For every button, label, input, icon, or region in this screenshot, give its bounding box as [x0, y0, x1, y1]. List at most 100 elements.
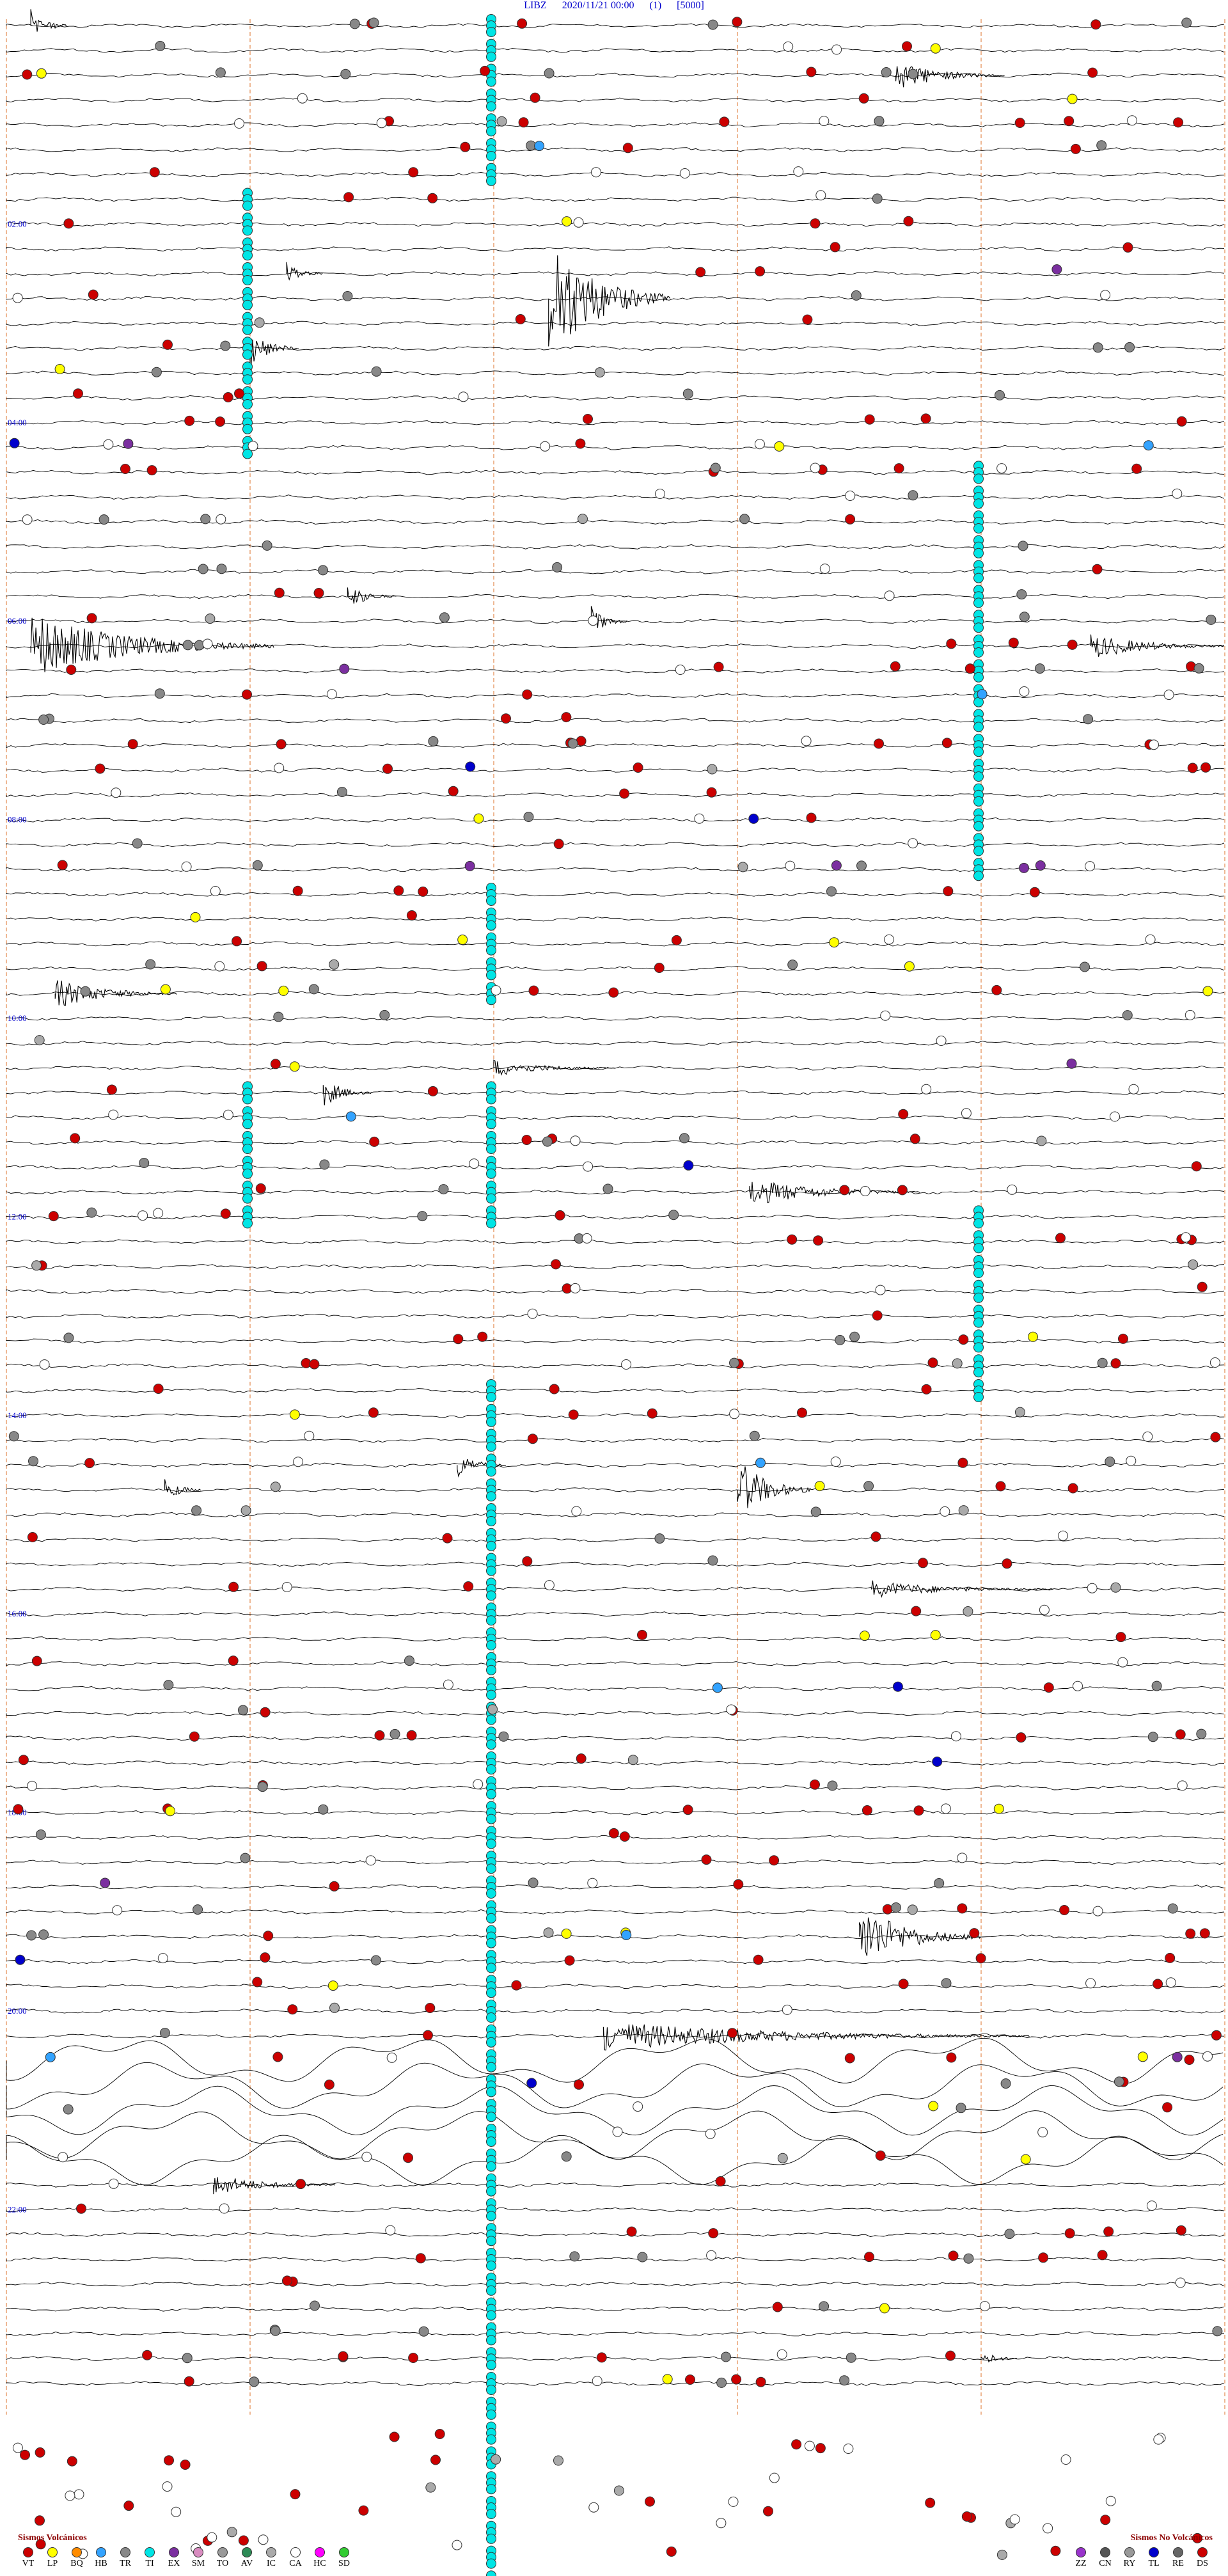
vt-event-marker — [238, 2535, 249, 2546]
tr-event-marker — [934, 1878, 945, 1888]
ex-event-marker — [1035, 860, 1046, 871]
legend-swatch — [47, 2547, 58, 2557]
vt-event-marker — [654, 963, 665, 973]
vt-event-marker — [943, 886, 954, 897]
ca-event-marker — [214, 961, 225, 972]
ti-event-marker — [486, 2570, 496, 2576]
tr-event-marker — [1004, 2229, 1015, 2240]
vt-event-marker — [403, 2153, 413, 2163]
vt-event-marker — [1016, 1732, 1027, 1743]
ex-event-marker — [123, 438, 134, 449]
tr-event-marker — [163, 1680, 174, 1691]
lp-event-marker — [774, 441, 785, 452]
vt-event-marker — [1002, 1558, 1012, 1569]
trace-line — [6, 246, 1225, 252]
vt-event-marker — [958, 1334, 969, 1345]
ti-event-marker — [486, 1987, 496, 1998]
vt-event-marker — [515, 314, 526, 324]
ex-event-marker — [1172, 2051, 1183, 2062]
vt-event-marker — [608, 987, 619, 998]
trace-line — [6, 97, 1225, 103]
vt-event-marker — [530, 92, 540, 103]
vt-event-marker — [276, 739, 287, 750]
trace-line — [6, 1959, 1225, 1964]
trace-line — [6, 1412, 1225, 1418]
seismic-burst — [30, 617, 274, 673]
ca-event-marker — [297, 93, 308, 104]
tr-event-marker — [182, 640, 193, 651]
tr-event-marker — [252, 860, 263, 871]
tr-event-marker — [1083, 714, 1094, 725]
ca-event-marker — [705, 2128, 716, 2139]
ti-event-marker — [486, 1938, 496, 1948]
tr-event-marker — [318, 565, 328, 576]
trace-line — [6, 171, 1225, 177]
vt-event-marker — [70, 1133, 81, 1144]
trace-line — [6, 2356, 1225, 2362]
ex-event-marker — [1066, 1058, 1077, 1069]
vt-event-marker — [86, 613, 97, 624]
ca-event-marker — [293, 1457, 304, 1467]
lp-event-marker — [928, 2101, 939, 2112]
tr-event-marker — [319, 1159, 330, 1170]
lp-event-marker — [190, 912, 201, 922]
vt-event-marker — [369, 1136, 380, 1147]
legend-item: SM — [188, 2547, 209, 2569]
ti-event-marker — [242, 225, 253, 236]
vt-event-marker — [164, 2455, 174, 2466]
legend-item: SD — [334, 2547, 354, 2569]
ic-event-marker — [578, 514, 588, 525]
vt-event-marker — [423, 2030, 433, 2041]
ti-event-marker — [486, 1590, 496, 1601]
tr-event-marker — [439, 612, 450, 623]
trace-line — [6, 1785, 1225, 1790]
tr-event-marker — [154, 688, 165, 699]
ca-event-marker — [22, 514, 33, 525]
ca-event-marker — [845, 491, 856, 501]
legend-swatch — [72, 2547, 82, 2557]
ic-event-marker — [707, 764, 718, 775]
trace-line — [6, 1934, 1225, 1940]
ic-event-marker — [329, 959, 340, 970]
tr-event-marker — [835, 1334, 846, 1345]
trace-line — [6, 792, 1225, 798]
ca-event-marker — [729, 1409, 740, 1419]
tr-event-marker — [561, 2151, 572, 2162]
ca-event-marker — [65, 2490, 75, 2501]
trace-line — [6, 1040, 1225, 1046]
vt-event-marker — [1100, 2515, 1111, 2525]
vt-event-marker — [27, 1532, 38, 1542]
lp-event-marker — [993, 1803, 1004, 1814]
trace-line — [6, 2207, 1225, 2213]
ti-event-marker — [486, 175, 496, 186]
tr-event-marker — [215, 67, 226, 78]
trace-line — [6, 2110, 1224, 2160]
tr-event-marker — [159, 2028, 170, 2038]
legend-label: AV — [240, 2559, 253, 2568]
legend-item: EX — [164, 2547, 184, 2569]
tr-event-marker — [438, 1184, 449, 1195]
vt-event-marker — [31, 1655, 42, 1666]
trace-line — [6, 271, 1225, 276]
vt-event-marker — [815, 2443, 826, 2454]
ca-event-marker — [621, 1359, 632, 1370]
tr-event-marker — [528, 1877, 539, 1888]
vt-event-marker — [911, 1606, 922, 1616]
trace-line — [6, 1462, 1225, 1468]
tr-event-marker — [856, 860, 867, 871]
vt-event-marker — [682, 1805, 693, 1815]
legend-swatch — [1173, 2547, 1183, 2557]
ti-event-marker — [973, 498, 984, 509]
ca-event-marker — [1058, 1530, 1068, 1541]
ca-event-marker — [27, 1780, 38, 1791]
tr-event-marker — [193, 1904, 203, 1915]
nonvolcanic-legend-items: ZZ CN RY TL RE DS — [1071, 2547, 1213, 2569]
tr-event-marker — [542, 1136, 553, 1147]
tr-event-marker — [827, 1780, 838, 1791]
ca-event-marker — [1165, 1977, 1176, 1988]
lp-event-marker — [1067, 93, 1078, 104]
tr-event-marker — [1206, 614, 1216, 625]
ti-event-marker — [973, 573, 984, 583]
ca-event-marker — [1085, 1978, 1096, 1989]
vt-event-marker — [1059, 1905, 1070, 1915]
